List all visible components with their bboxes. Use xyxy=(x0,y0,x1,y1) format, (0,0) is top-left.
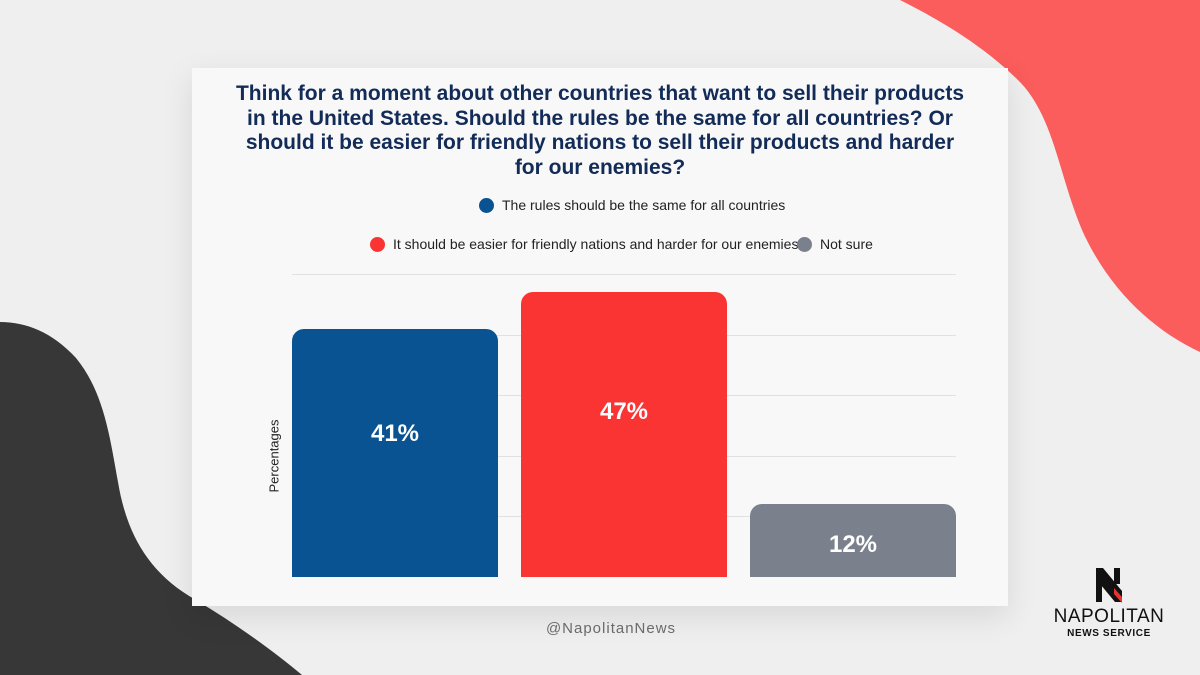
chart-title: Think for a moment about other countries… xyxy=(235,82,965,179)
bar-3[interactable]: 12% xyxy=(750,504,956,577)
grid-line xyxy=(292,274,956,275)
bar-value-label: 47% xyxy=(599,397,649,425)
legend-swatch-not-sure xyxy=(797,236,812,252)
legend-label-not-sure: Not sure xyxy=(820,236,873,252)
bar-value-label: 12% xyxy=(828,531,878,559)
bar-2[interactable]: 47% xyxy=(521,292,727,577)
logo-wordmark: NAPOLITAN xyxy=(1053,606,1165,627)
legend-item-not-sure[interactable]: Not sure xyxy=(797,236,873,252)
bar-1[interactable]: 41% xyxy=(292,328,498,577)
legend-item-same-rules[interactable]: The rules should be the same for all cou… xyxy=(479,197,785,213)
legend-swatch-same-rules xyxy=(479,197,494,213)
dark-blob xyxy=(0,322,302,675)
napolitan-logo: NAPOLITAN NEWS SERVICE xyxy=(1044,566,1174,640)
napolitan-n-logo-icon xyxy=(1096,568,1122,603)
y-axis-label: Percentages xyxy=(266,419,282,493)
plot-area: 41% 47% 12% xyxy=(292,274,956,577)
legend-label-same-rules: The rules should be the same for all cou… xyxy=(502,197,786,213)
bar-value-label: 41% xyxy=(370,420,420,448)
logo-subtitle: NEWS SERVICE xyxy=(1067,628,1151,639)
social-handle[interactable]: @NapolitanNews xyxy=(545,620,677,637)
legend-item-easier-friendly[interactable]: It should be easier for friendly nations… xyxy=(370,236,798,252)
legend-swatch-easier-friendly xyxy=(370,236,385,252)
chart-card: Think for a moment about other countries… xyxy=(192,68,1008,606)
coral-blob xyxy=(900,0,1200,352)
legend-label-easier-friendly: It should be easier for friendly nations… xyxy=(393,236,799,252)
